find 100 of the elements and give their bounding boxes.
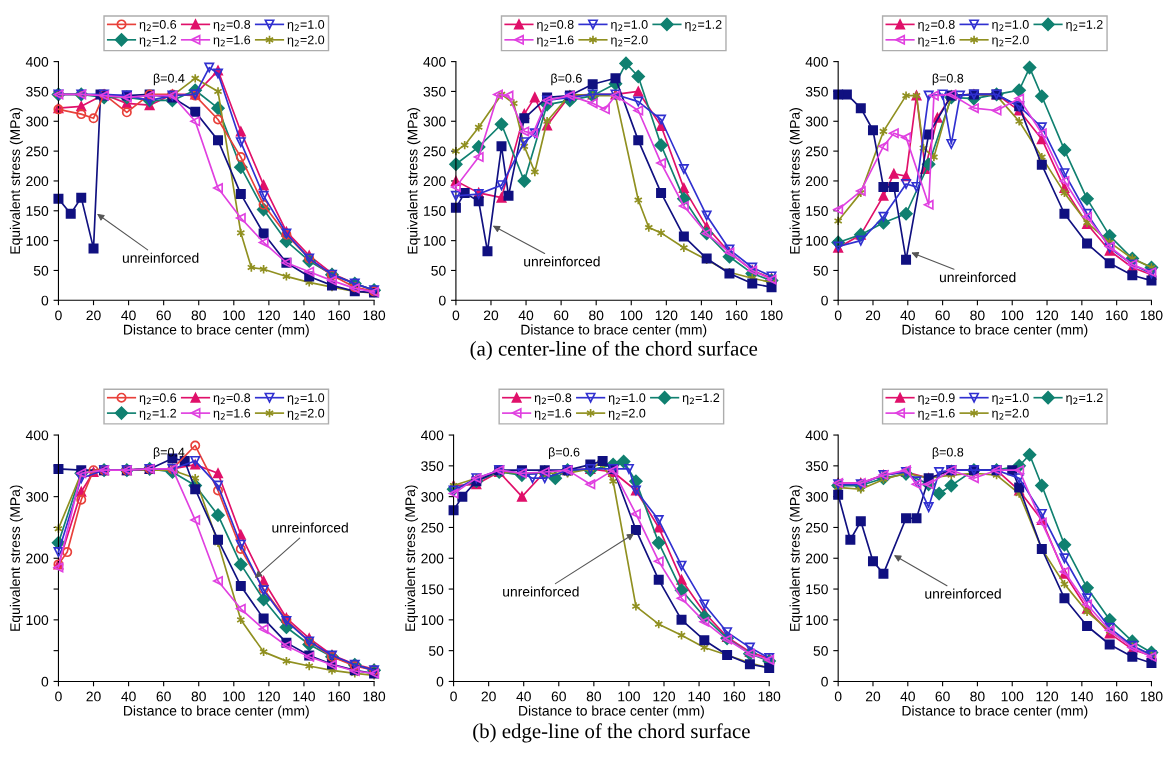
y-tick-label: 0 — [436, 676, 444, 687]
legend-label: η$_{2}$=1.2 — [1066, 393, 1103, 405]
y-tick-label: 150 — [26, 206, 49, 216]
x-tick-label: 180 — [758, 691, 781, 702]
legend-label: η$_{2}$=2.0 — [287, 35, 325, 47]
legend-label: η$_{2}$=1.6 — [918, 35, 955, 47]
y-tick-label: 200 — [805, 176, 828, 187]
y-tick-label: 100 — [26, 235, 49, 246]
annotation: β=0.6 — [548, 447, 580, 460]
y-tick-label: 350 — [26, 86, 49, 97]
x-tick-label: 60 — [935, 310, 950, 321]
legend-label: η$_{2}$=2.0 — [992, 408, 1029, 421]
y-tick-label: 350 — [805, 86, 828, 97]
x-tick-label: 100 — [1001, 691, 1024, 702]
x-tick-label: 100 — [223, 310, 245, 321]
y-tick-label: 400 — [25, 430, 49, 441]
x-axis-title: Distance to brace center (mm) — [519, 705, 704, 719]
x-tick-label: 60 — [551, 691, 566, 702]
x-tick-label: 80 — [589, 310, 604, 321]
x-tick-label: 120 — [258, 691, 280, 702]
y-tick-label: 0 — [821, 676, 828, 687]
x-tick-label: 180 — [363, 691, 386, 702]
x-tick-label: 40 — [121, 691, 136, 702]
x-axis-title: Distance to brace center (mm) — [521, 324, 707, 338]
x-axis-title: Distance to brace center (mm) — [124, 324, 309, 338]
x-tick-label: 40 — [121, 310, 136, 321]
legend-label: η$_{2}$=1.6 — [537, 35, 574, 47]
x-tick-label: 120 — [653, 691, 676, 702]
legend-label: η$_{2}$=1.6 — [918, 408, 955, 421]
y-tick-label: 0 — [821, 295, 828, 306]
legend-label: η$_{2}$=0.8 — [213, 393, 251, 405]
y-tick-label: 400 — [25, 56, 49, 67]
legend-label: η$_{2}$=1.0 — [608, 393, 646, 405]
y-tick-label: 250 — [421, 522, 444, 533]
legend-label: η$_{2}$=1.6 — [213, 408, 251, 421]
annotation: β=0.4 — [153, 73, 185, 86]
y-tick-label: 300 — [26, 116, 49, 127]
y-tick-label: 250 — [26, 146, 49, 157]
annotation: unreinforced — [939, 272, 1016, 283]
legend-label: η$_{2}$=1.0 — [287, 393, 325, 405]
x-tick-label: 160 — [328, 310, 351, 321]
y-tick-label: 300 — [421, 491, 444, 502]
x-tick-label: 160 — [1106, 310, 1128, 321]
y-tick-label: 200 — [26, 176, 49, 187]
y-axis-title: Equivalent stress (MPa) — [404, 485, 418, 631]
y-tick-label: 200 — [805, 553, 828, 564]
legend-label: η$_{2}$=1.2 — [1066, 20, 1103, 32]
legend-label: η$_{2}$=1.2 — [685, 20, 722, 32]
y-tick-label: 250 — [423, 146, 446, 157]
y-tick-label: 150 — [806, 206, 828, 216]
x-tick-label: 80 — [191, 310, 206, 321]
x-axis-title: Distance to brace center (mm) — [124, 705, 309, 719]
y-tick-label: 300 — [423, 116, 446, 127]
x-tick-label: 140 — [1071, 691, 1093, 702]
y-tick-label: 150 — [806, 584, 828, 595]
x-tick-label: 160 — [1106, 691, 1128, 702]
y-tick-label: 100 — [806, 615, 828, 626]
x-tick-label: 120 — [1036, 691, 1059, 702]
legend-label: η$_{2}$=1.0 — [992, 393, 1029, 405]
y-tick-label: 50 — [813, 645, 828, 656]
x-tick-label: 20 — [86, 310, 101, 321]
y-tick-label: 50 — [428, 645, 444, 656]
annotation: β=0.6 — [551, 73, 582, 86]
x-tick-label: 80 — [970, 691, 985, 702]
legend-label: η$_{2}$=0.9 — [918, 393, 955, 405]
y-tick-label: 400 — [423, 56, 446, 67]
y-tick-label: 350 — [421, 461, 444, 472]
x-tick-label: 0 — [834, 310, 842, 321]
x-tick-label: 0 — [452, 310, 460, 321]
annotation: unreinforced — [524, 256, 600, 267]
y-tick-label: 350 — [423, 86, 446, 97]
legend-label: η$_{2}$=1.6 — [213, 35, 251, 47]
x-tick-label: 180 — [1140, 310, 1163, 321]
x-tick-label: 0 — [834, 691, 842, 702]
annotation: unreinforced — [122, 252, 199, 263]
legend-label: η$_{2}$=1.2 — [139, 408, 177, 421]
x-tick-label: 0 — [55, 310, 62, 321]
y-axis-title: Equivalent stress (MPa) — [407, 108, 421, 254]
y-tick-label: 150 — [421, 584, 444, 595]
x-tick-label: 160 — [328, 691, 351, 702]
x-axis-title: Distance to brace center (mm) — [902, 324, 1088, 338]
x-tick-label: 60 — [156, 691, 171, 702]
legend-label: η$_{2}$=0.8 — [534, 393, 572, 405]
y-tick-label: 0 — [41, 676, 49, 687]
y-tick-label: 250 — [805, 146, 828, 157]
x-tick-label: 20 — [865, 310, 881, 321]
annotation: β=0.4 — [153, 447, 185, 460]
y-tick-label: 50 — [431, 265, 446, 276]
y-axis-title: Equivalent stress (MPa) — [789, 108, 803, 254]
y-tick-label: 400 — [805, 430, 828, 441]
y-tick-label: 300 — [805, 491, 828, 502]
y-tick-label: 250 — [805, 522, 828, 533]
y-axis-title: Equivalent stress (MPa) — [9, 485, 23, 631]
x-tick-label: 140 — [688, 691, 711, 702]
x-tick-label: 180 — [761, 310, 783, 321]
legend-label: η$_{2}$=1.0 — [992, 20, 1029, 32]
x-tick-label: 20 — [481, 691, 496, 702]
annotation: unreinforced — [925, 588, 1001, 599]
legend-label: η$_{2}$=0.6 — [139, 20, 177, 32]
y-tick-label: 100 — [424, 235, 446, 246]
